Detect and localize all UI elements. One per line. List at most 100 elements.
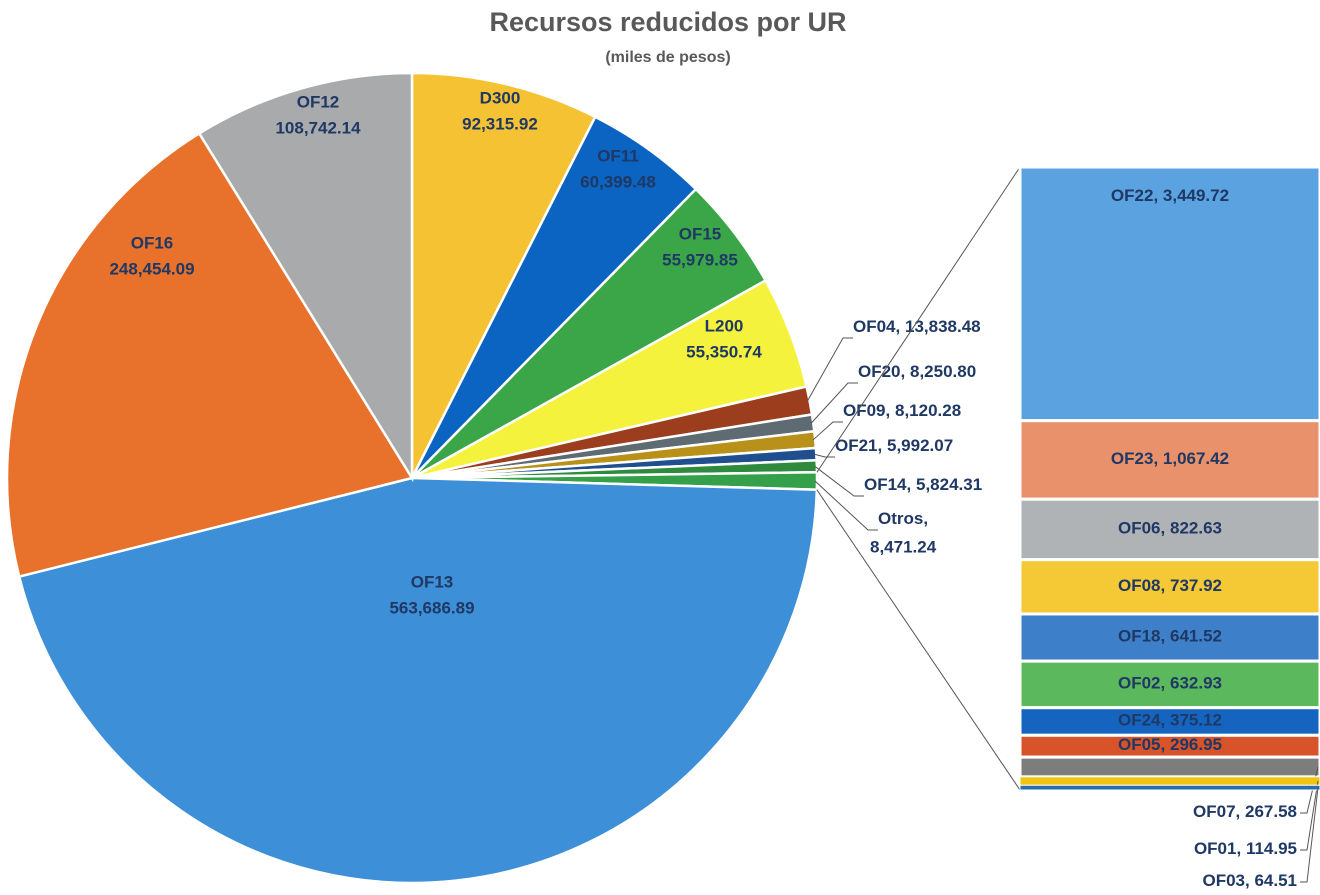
separator: , — [901, 362, 910, 381]
bar-label: OF02, 632.93 — [1118, 674, 1222, 693]
separator: , — [878, 436, 887, 455]
leader-line — [810, 382, 858, 424]
slice-name: OF21 — [835, 436, 878, 455]
slice-label: OF04, 13,838.48 — [853, 317, 981, 336]
separator: , — [1245, 871, 1254, 890]
bar-segment — [1018, 558, 1320, 616]
bar-value: 64.51 — [1254, 871, 1297, 890]
chart-subtitle: (miles de pesos) — [605, 49, 730, 66]
bar-label: OF05, 296.95 — [1118, 736, 1222, 755]
separator: , — [1236, 802, 1245, 821]
separator: , — [896, 317, 905, 336]
pie-slice — [5, 131, 414, 579]
slice-value: 13,838.48 — [905, 317, 981, 336]
separator: , — [886, 401, 895, 420]
bar-value: 296.95 — [1170, 736, 1222, 755]
bar-name: OF08 — [1118, 576, 1161, 595]
pie-slice — [17, 476, 819, 885]
bar-name: OF24 — [1118, 711, 1161, 730]
leader-line — [814, 465, 864, 497]
bar-label: OF06, 822.63 — [1118, 519, 1222, 538]
bar-value: 267.58 — [1245, 802, 1297, 821]
leader-line — [1300, 787, 1319, 883]
slice-label: OF14, 5,824.31 — [864, 475, 982, 494]
separator: , — [923, 509, 928, 528]
bar-name: OF23 — [1111, 449, 1154, 468]
slice-name: OF11 — [597, 146, 639, 165]
bar-segment — [1018, 659, 1320, 710]
bar-value: 1,067.42 — [1163, 449, 1229, 468]
separator: , — [1161, 736, 1170, 755]
bar-label: OF07, 267.58 — [1193, 802, 1297, 821]
bar-value: 737.92 — [1170, 576, 1222, 595]
separator: , — [1153, 449, 1162, 468]
slice-value: 8,120.28 — [895, 401, 961, 420]
bar-segment — [1019, 784, 1320, 791]
leader-line — [807, 337, 853, 402]
slice-value: 8,250.80 — [910, 362, 976, 381]
bar-value: 822.63 — [1170, 519, 1222, 538]
bar-segment — [1018, 755, 1320, 779]
slice-name: L200 — [705, 316, 744, 335]
chart-title: Recursos reducidos por UR — [489, 7, 846, 37]
separator: , — [1161, 576, 1170, 595]
slice-value: 8,471.24 — [870, 537, 937, 556]
pie-slice — [197, 71, 414, 483]
separator: , — [1236, 839, 1245, 858]
bar-label: OF23, 1,067.42 — [1111, 449, 1229, 468]
slice-name: OF20 — [858, 362, 901, 381]
slice-value: 55,979.85 — [662, 250, 738, 269]
pie-slice — [410, 71, 597, 479]
bar-name: OF07 — [1193, 802, 1236, 821]
leader-line — [1300, 780, 1319, 851]
slice-value: 92,315.92 — [462, 114, 538, 133]
slice-value: 55,350.74 — [686, 342, 762, 361]
slice-label: Otros, — [878, 509, 928, 528]
bar-label: OF22, 3,449.72 — [1111, 186, 1229, 205]
slice-value: 563,686.89 — [389, 598, 474, 617]
slice-name: Otros — [878, 509, 923, 528]
bar-label: OF01, 114.95 — [1194, 839, 1297, 858]
bar-value: 641.52 — [1170, 627, 1222, 646]
bar-name: OF05 — [1118, 736, 1161, 755]
slice-value: 108,742.14 — [275, 118, 361, 137]
slice-value: 248,454.09 — [109, 259, 194, 278]
leader-line — [814, 480, 878, 531]
slice-value: 5,992.07 — [887, 436, 953, 455]
bar-segment — [1018, 706, 1320, 737]
separator: , — [1161, 711, 1170, 730]
slice-value: 5,824.31 — [916, 475, 982, 494]
slice-name: OF13 — [411, 572, 454, 591]
bar-value: 114.95 — [1246, 839, 1297, 858]
connector-line — [816, 166, 1021, 473]
slice-label: OF09, 8,120.28 — [843, 401, 961, 420]
bar-name: OF18 — [1118, 627, 1161, 646]
bar-segment — [1018, 612, 1320, 663]
bar-segment — [1018, 419, 1320, 501]
bar-name: OF06 — [1118, 519, 1161, 538]
bar-label: OF18, 641.52 — [1118, 627, 1222, 646]
slice-label: OF20, 8,250.80 — [858, 362, 976, 381]
slice-name: OF14 — [864, 475, 907, 494]
bar-name: OF03 — [1202, 871, 1245, 890]
bar-name: OF22 — [1111, 186, 1154, 205]
leader-line — [812, 421, 843, 441]
bar-name: OF02 — [1118, 674, 1161, 693]
connector-line — [816, 489, 1021, 791]
bar-label: OF03, 64.51 — [1202, 871, 1297, 890]
bar-name: OF01 — [1194, 839, 1237, 858]
slice-name: OF16 — [131, 233, 174, 252]
leader-line — [814, 453, 835, 458]
separator: , — [1153, 186, 1162, 205]
slice-value: 60,399.48 — [580, 172, 656, 191]
bar-label: OF24, 375.12 — [1118, 711, 1222, 730]
bar-value: 375.12 — [1170, 711, 1222, 730]
slice-name: OF15 — [679, 224, 722, 243]
slice-name: D300 — [480, 88, 521, 107]
bar-segment — [1019, 776, 1320, 786]
slice-name: OF04 — [853, 317, 896, 336]
separator: , — [1161, 674, 1170, 693]
separator: , — [907, 475, 916, 494]
bar-value: 3,449.72 — [1163, 186, 1229, 205]
